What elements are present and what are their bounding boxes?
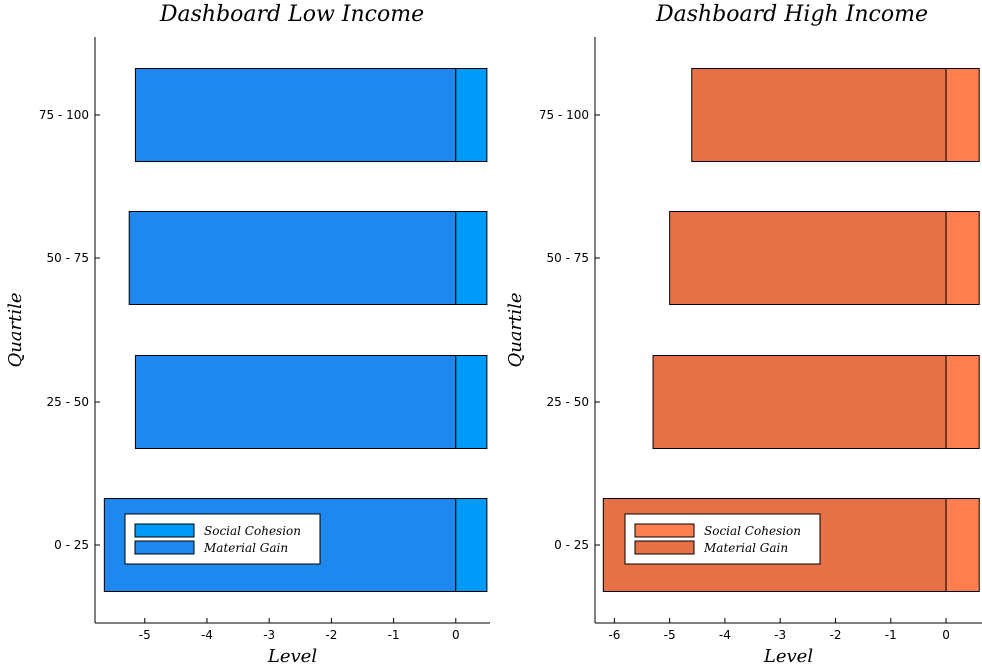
- bar-material-gain: [134, 68, 457, 162]
- bar-material-gain: [128, 211, 457, 305]
- legend: Social Cohesion Material Gain: [124, 513, 321, 565]
- legend-swatch: [634, 540, 695, 555]
- bar-social-cohesion: [455, 211, 488, 305]
- bar-social-cohesion: [945, 68, 980, 162]
- x-axis-label: Level: [763, 646, 813, 667]
- y-tick-label: 75 - 100: [539, 108, 589, 122]
- legend-box: [624, 513, 821, 565]
- y-tick-label: 75 - 100: [39, 108, 89, 122]
- x-tick-label: -2: [325, 628, 337, 642]
- y-tick-label: 25 - 50: [47, 395, 90, 409]
- chart-title: Dashboard High Income: [655, 2, 928, 27]
- bar-social-cohesion: [455, 498, 488, 592]
- bar-social-cohesion: [455, 68, 488, 162]
- y-axis-label: Quartile: [5, 292, 26, 367]
- chart-panel-2: Dashboard High Income -6 -5 -4 -3 -2 -1 0 0 - 25…: [505, 2, 982, 667]
- x-tick-label: -4: [201, 628, 213, 642]
- bar-material-gain: [652, 355, 947, 449]
- bar-material-gain: [691, 68, 947, 162]
- x-tick-label: -1: [388, 628, 400, 642]
- legend-swatch: [634, 523, 695, 538]
- x-tick-label: 0: [452, 628, 460, 642]
- legend: Social Cohesion Material Gain: [624, 513, 821, 565]
- chart-panel-1: Dashboard Low Income -5 -4 -3 -2 -1 0 0 - 25 25 …: [5, 2, 490, 667]
- legend-entry: Social Cohesion: [204, 524, 301, 538]
- x-tick-label: -3: [774, 628, 786, 642]
- legend-entry: Material Gain: [203, 541, 288, 555]
- x-tick-label: -4: [719, 628, 731, 642]
- y-tick-label: 50 - 75: [47, 251, 90, 265]
- legend-box: [124, 513, 321, 565]
- x-tick-label: -6: [608, 628, 620, 642]
- bar-social-cohesion: [945, 355, 980, 449]
- legend-entry: Material Gain: [703, 541, 788, 555]
- bar-social-cohesion: [945, 211, 980, 305]
- legend-swatch: [134, 540, 195, 555]
- x-tick-label: -5: [139, 628, 151, 642]
- y-tick-label: 0 - 25: [54, 538, 89, 552]
- bar-material-gain: [669, 211, 947, 305]
- legend-swatch: [134, 523, 195, 538]
- bar-material-gain: [134, 355, 457, 449]
- bar-social-cohesion: [455, 355, 488, 449]
- x-axis-label: Level: [267, 646, 317, 667]
- x-tick-label: -5: [664, 628, 676, 642]
- chart-title: Dashboard Low Income: [159, 2, 424, 27]
- x-tick-label: -3: [263, 628, 275, 642]
- x-tick-label: 0: [942, 628, 950, 642]
- y-tick-label: 0 - 25: [554, 538, 589, 552]
- bar-social-cohesion: [945, 498, 980, 592]
- y-tick-label: 25 - 50: [547, 395, 590, 409]
- x-tick-label: -2: [830, 628, 842, 642]
- legend-entry: Social Cohesion: [704, 524, 801, 538]
- y-axis-label: Quartile: [505, 292, 526, 367]
- y-tick-label: 50 - 75: [547, 251, 590, 265]
- x-tick-label: -1: [885, 628, 897, 642]
